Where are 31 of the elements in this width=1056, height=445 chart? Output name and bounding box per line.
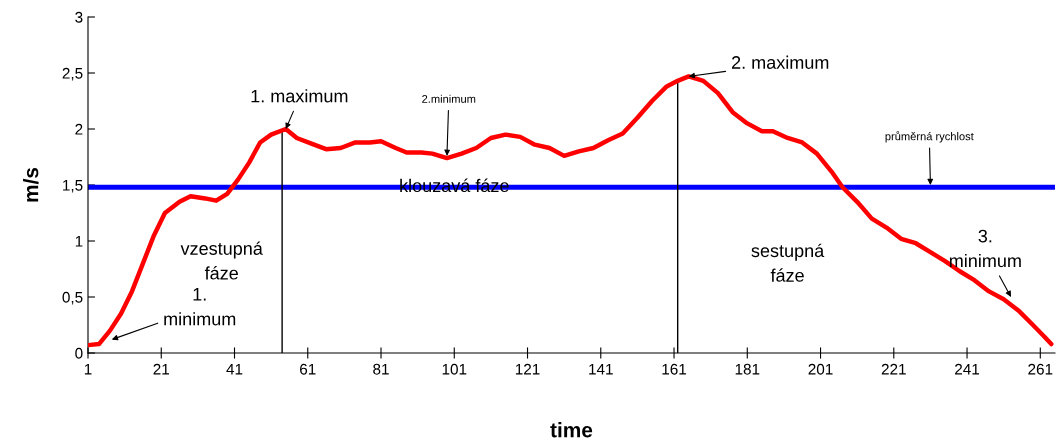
y-tick-label: 2,5: [62, 67, 83, 81]
x-tick-label: 261: [1028, 363, 1053, 375]
x-axis-title: time: [550, 422, 593, 438]
x-tick-label: 1: [84, 363, 92, 375]
y-tick-label: 0,5: [62, 291, 83, 305]
x-tick-label: 21: [153, 363, 170, 375]
x-tick-label: 221: [881, 363, 906, 375]
annotation: 1. maximum: [251, 89, 348, 103]
y-tick-label: 0: [75, 347, 83, 359]
annotation: průměrná rychlost: [885, 131, 974, 143]
x-tick-label: 121: [515, 363, 540, 375]
x-tick-label: 181: [735, 363, 760, 375]
y-tick-label: 3: [75, 11, 83, 23]
annotation: 2.minimum: [422, 94, 476, 103]
annotation: 1. minimum: [164, 288, 236, 326]
x-tick-label: 41: [226, 363, 243, 375]
y-axis-title: m/s: [23, 167, 39, 202]
y-tick-label: 1,5: [63, 180, 83, 193]
x-tick-label: 241: [955, 363, 980, 375]
y-tick-label: 2: [75, 123, 83, 135]
annotation: 2. maximum: [732, 55, 829, 69]
x-tick-label: 61: [300, 363, 316, 375]
annotation: vzestupná fáze: [180, 241, 263, 280]
x-tick-label: 81: [373, 363, 389, 375]
x-tick-label: 201: [808, 363, 833, 375]
x-tick-label: 101: [442, 363, 467, 375]
annotation: sestupná fáze: [751, 243, 825, 282]
annotation: 3. minimum: [949, 229, 1021, 268]
x-tick-label: 141: [589, 363, 613, 375]
x-tick-label: 161: [662, 363, 687, 375]
y-tick-label: 1: [75, 236, 83, 247]
